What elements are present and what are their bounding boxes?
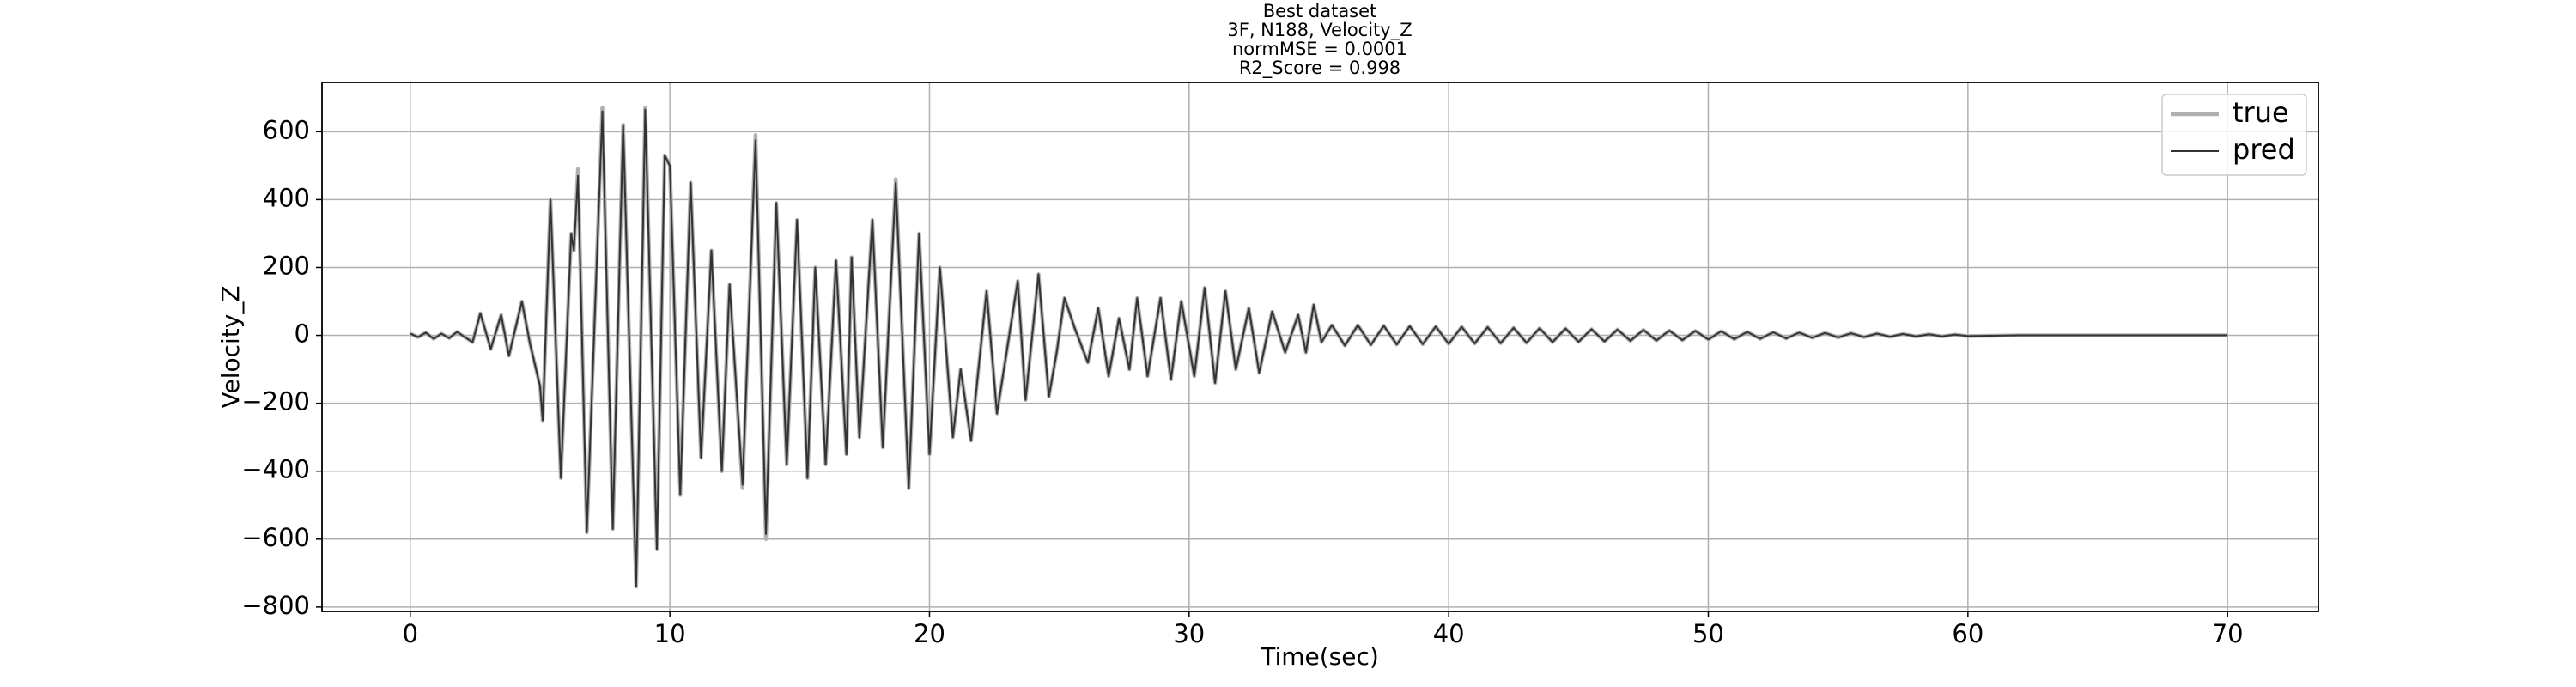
x-tick-label: 0 [403, 619, 418, 648]
y-axis-label: Velocity_Z [216, 285, 245, 408]
legend: true pred [2161, 94, 2307, 176]
legend-label: true [2233, 96, 2289, 129]
x-tick-label: 40 [1433, 619, 1465, 648]
x-tick-label: 10 [654, 619, 686, 648]
chart-title: Best dataset [1263, 1, 1377, 21]
x-tick-label: 60 [1952, 619, 1984, 648]
y-tick-label: −200 [241, 387, 310, 416]
legend-label: pred [2233, 133, 2295, 166]
y-tick-label: 200 [263, 251, 310, 280]
x-tick-label: 30 [1173, 619, 1205, 648]
x-axis-label: Time(sec) [1260, 642, 1379, 671]
y-tick-label: −600 [241, 523, 310, 552]
chart-title: R2_Score = 0.998 [1239, 58, 1400, 79]
y-tick-label: 400 [263, 183, 310, 212]
y-tick-label: 0 [295, 319, 310, 349]
data-line [410, 108, 2228, 588]
plot-frame [321, 82, 2319, 612]
x-tick-label: 50 [1692, 619, 1724, 648]
chart-title: 3F, N188, Velocity_Z [1227, 20, 1412, 41]
x-tick-label: 70 [2212, 619, 2244, 648]
y-tick-label: −800 [241, 591, 310, 620]
chart-title: normMSE = 0.0001 [1232, 39, 1407, 59]
x-tick-label: 20 [914, 619, 945, 648]
y-tick-label: 600 [263, 115, 310, 144]
data-line [409, 106, 2228, 589]
y-tick-label: −400 [241, 455, 310, 484]
